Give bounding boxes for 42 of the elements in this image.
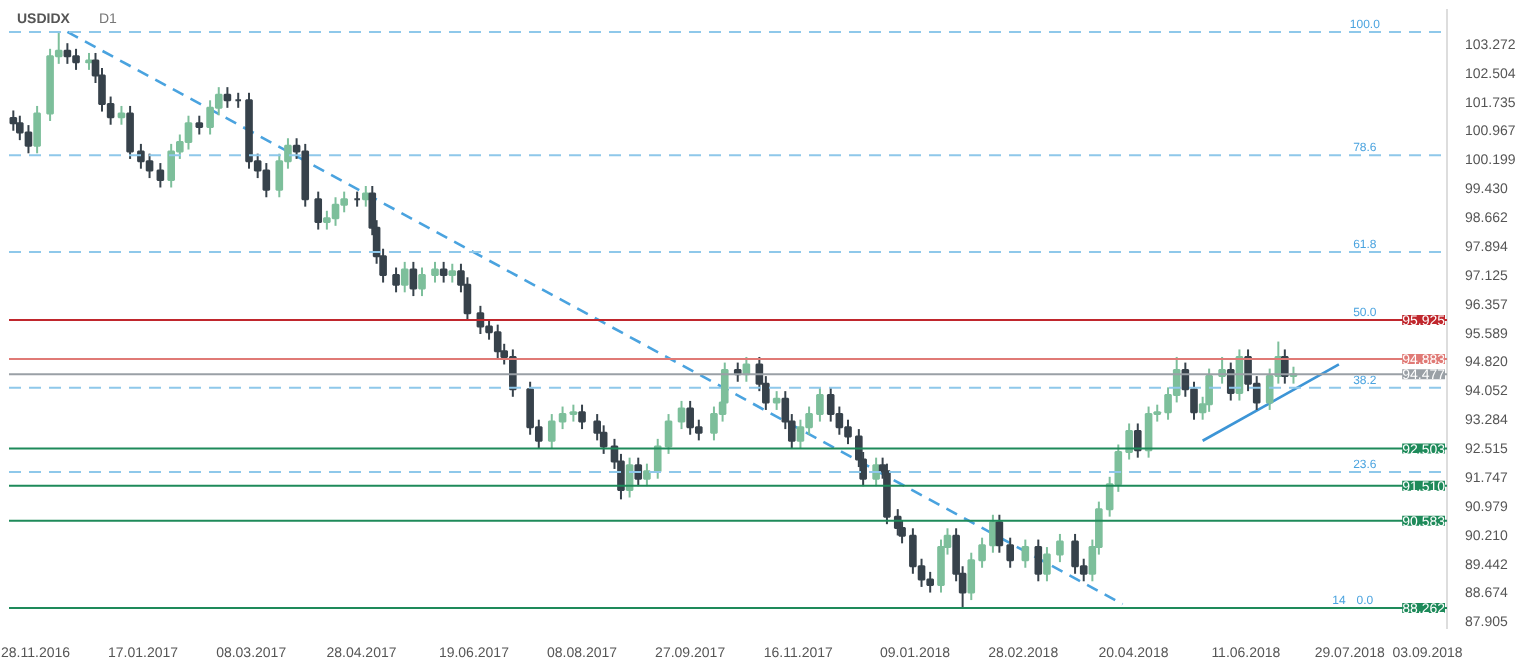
candlestick bbox=[448, 262, 457, 284]
candlestick bbox=[314, 190, 323, 231]
candlestick bbox=[677, 399, 686, 431]
candlestick bbox=[117, 104, 126, 126]
candlestick bbox=[24, 124, 33, 155]
candlestick bbox=[805, 405, 813, 436]
candlestick bbox=[323, 209, 331, 231]
candlestick bbox=[262, 162, 271, 199]
candlestick bbox=[301, 142, 310, 208]
candlestick bbox=[1034, 538, 1043, 583]
candlestick bbox=[331, 196, 340, 227]
candlestick bbox=[400, 260, 409, 294]
candlestick bbox=[195, 114, 204, 136]
candlestick bbox=[409, 260, 418, 298]
candlestick bbox=[275, 152, 284, 199]
candlestick bbox=[634, 456, 643, 488]
candlestick bbox=[184, 114, 193, 151]
candlestick bbox=[1056, 532, 1064, 564]
candlestick bbox=[558, 405, 567, 431]
candlestick bbox=[72, 47, 80, 71]
candlestick bbox=[493, 323, 502, 360]
candlestick bbox=[1021, 538, 1030, 569]
candlestick bbox=[418, 266, 426, 298]
candlestick bbox=[63, 42, 72, 65]
candlestick bbox=[1043, 546, 1051, 583]
candlestick bbox=[710, 405, 718, 442]
candlestick bbox=[439, 260, 448, 284]
candlestick bbox=[1133, 422, 1142, 459]
candlestick bbox=[156, 162, 165, 189]
candlestick bbox=[392, 266, 400, 294]
candlestick bbox=[33, 104, 41, 155]
candlestick bbox=[816, 386, 824, 423]
candlestick bbox=[9, 109, 18, 132]
candlestick bbox=[967, 551, 976, 602]
candlestick bbox=[547, 413, 556, 450]
candlestick bbox=[223, 86, 232, 109]
candlestick bbox=[796, 418, 805, 450]
candlestick bbox=[145, 152, 154, 180]
candlestick bbox=[643, 462, 651, 488]
candlestick bbox=[578, 403, 586, 431]
candlestick bbox=[1205, 367, 1213, 413]
candlestick bbox=[431, 260, 439, 284]
